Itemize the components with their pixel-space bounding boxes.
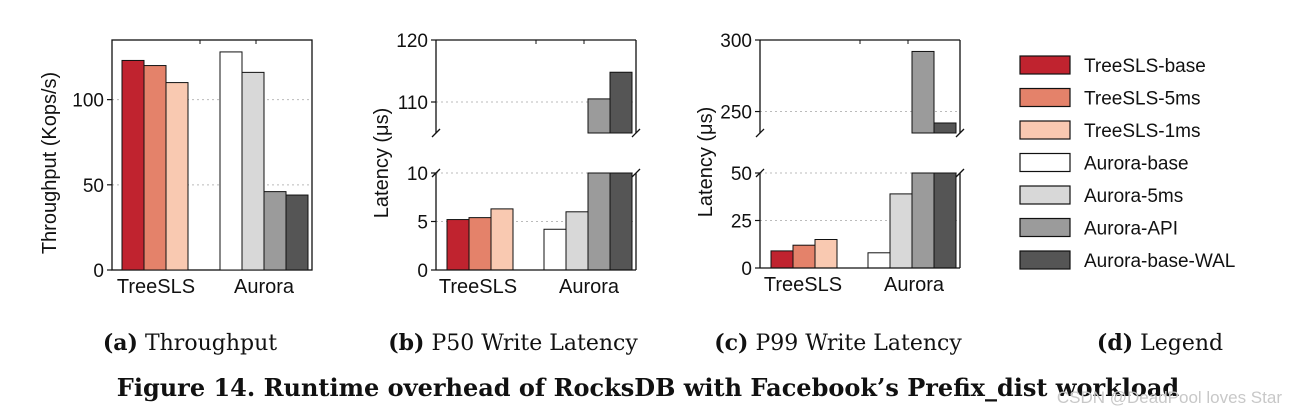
- bar-aurora-5ms-aurora: [565, 211, 589, 271]
- p99-latency-chart: 250 300 0 25 50 Latency (μs) TreeSLS Aurora: [695, 31, 965, 296]
- axis-break-mark: [631, 168, 641, 178]
- bar-aurora-api-aurora-lower: [587, 172, 611, 271]
- p50-latency-chart: 110 120 0 5 10 Latency (μs) TreeSLS Aurora: [371, 31, 641, 298]
- legend-swatch-aurora-api: [1019, 217, 1071, 238]
- axis-break-mark: [431, 128, 441, 138]
- bar-treesls-base-treesls: [770, 250, 794, 269]
- bar-aurora-base-aurora: [219, 51, 243, 271]
- y-tick-label: 10: [407, 164, 428, 185]
- axis-break-mark: [955, 168, 965, 178]
- legend-label-treesls-5ms: TreeSLS-5ms: [1084, 89, 1201, 110]
- x-tick-label: TreeSLS: [117, 276, 195, 298]
- bar-aurora-5ms-aurora: [889, 193, 913, 269]
- caption-d-text: Legend: [1140, 331, 1223, 356]
- legend-swatch-treesls-base: [1019, 55, 1071, 75]
- bar-aurora-base-aurora: [867, 252, 891, 269]
- y-tick-label: 120: [396, 31, 428, 52]
- legend-label-aurora-5ms: Aurora-5ms: [1084, 186, 1183, 207]
- y-axis-label: Throughput (Kops/s): [39, 72, 61, 254]
- legend-label-aurora-api: Aurora-API: [1084, 219, 1178, 240]
- plot-frame: [111, 39, 313, 271]
- caption-a-text: Throughput: [145, 331, 277, 356]
- bar-aurora-base-wal-aurora: [285, 194, 309, 271]
- bar-treesls-1ms-treesls: [490, 208, 514, 271]
- y-axis-label: Latency (μs): [695, 107, 717, 217]
- y-tick-label: 25: [731, 212, 752, 233]
- bar-aurora-base-wal-aurora-upper: [609, 71, 633, 134]
- x-tick-label: TreeSLS: [439, 276, 517, 298]
- legend-label-treesls-base: TreeSLS-base: [1084, 56, 1206, 77]
- bar-aurora-base-wal-aurora-upper: [933, 122, 957, 134]
- axis-break-mark: [631, 128, 641, 138]
- x-tick-label: Aurora: [884, 274, 945, 296]
- legend-swatch-aurora-base: [1019, 152, 1071, 173]
- caption-b-text: P50 Write Latency: [431, 331, 638, 356]
- y-tick-label: 0: [93, 261, 104, 282]
- x-tick-label: Aurora: [234, 276, 295, 298]
- y-tick-label: 50: [83, 176, 104, 197]
- bar-aurora-base-wal-aurora-lower: [933, 172, 957, 269]
- bar-aurora-api-aurora: [263, 191, 287, 271]
- bar-treesls-1ms-treesls: [165, 82, 189, 271]
- y-tick-label: 110: [398, 93, 428, 114]
- y-tick-label: 100: [72, 91, 104, 112]
- axis-break-mark: [955, 128, 965, 138]
- legend-swatch-treesls-1ms: [1019, 120, 1071, 140]
- throughput-chart: 0 50 100 Throughput (Kops/s) TreeSLS Aurora: [39, 39, 313, 298]
- bar-aurora-api-aurora-upper: [587, 98, 611, 134]
- legend-label-aurora-base-wal: Aurora-base-WAL: [1084, 251, 1235, 272]
- caption-a: (a) Throughput: [103, 330, 277, 356]
- caption-c-text: P99 Write Latency: [755, 331, 962, 356]
- y-tick-label: 300: [720, 31, 752, 52]
- legend-swatch-aurora-base-wal: [1019, 250, 1071, 270]
- caption-c: (c) P99 Write Latency: [714, 330, 962, 356]
- y-tick-label: 0: [417, 261, 428, 282]
- bar-aurora-5ms-aurora: [241, 71, 265, 271]
- x-tick-label: TreeSLS: [764, 274, 842, 296]
- x-tick-label: Aurora: [559, 276, 620, 298]
- bar-treesls-5ms-treesls: [143, 65, 167, 271]
- legend-label-treesls-1ms: TreeSLS-1ms: [1084, 121, 1201, 142]
- y-tick-label: 5: [417, 213, 428, 234]
- caption-b: (b) P50 Write Latency: [388, 330, 638, 356]
- caption-d-label: (d): [1097, 330, 1133, 356]
- bar-treesls-1ms-treesls: [814, 239, 838, 269]
- bar-aurora-api-aurora-upper: [911, 50, 935, 134]
- watermark: CSDN @DeadPool loves Star: [1057, 388, 1282, 407]
- y-tick-label: 0: [741, 259, 752, 280]
- figure-title: Figure 14. Runtime overhead of RocksDB w…: [117, 373, 1180, 402]
- bar-aurora-base-wal-aurora-lower: [609, 172, 633, 271]
- bar-treesls-base-treesls: [121, 59, 145, 271]
- y-tick-label: 50: [731, 164, 752, 185]
- caption-d: (d) Legend: [1097, 330, 1223, 356]
- caption-c-label: (c): [714, 330, 748, 356]
- y-axis-label: Latency (μs): [371, 108, 393, 218]
- bar-aurora-base-aurora: [543, 228, 567, 271]
- axis-break-mark: [755, 128, 765, 138]
- bar-treesls-5ms-treesls: [468, 217, 492, 271]
- y-tick-label: 250: [720, 103, 752, 124]
- legend-swatch-aurora-5ms: [1019, 185, 1071, 205]
- legend-swatch-treesls-5ms: [1019, 87, 1071, 108]
- legend: TreeSLS-base TreeSLS-5ms TreeSLS-1ms Aurora…: [1019, 55, 1235, 272]
- caption-b-label: (b): [388, 330, 424, 356]
- bar-treesls-5ms-treesls: [792, 244, 816, 269]
- legend-label-aurora-base: Aurora-base: [1084, 154, 1189, 175]
- caption-a-label: (a): [103, 330, 138, 356]
- bar-treesls-base-treesls: [446, 219, 470, 271]
- bar-aurora-api-aurora-lower: [911, 172, 935, 269]
